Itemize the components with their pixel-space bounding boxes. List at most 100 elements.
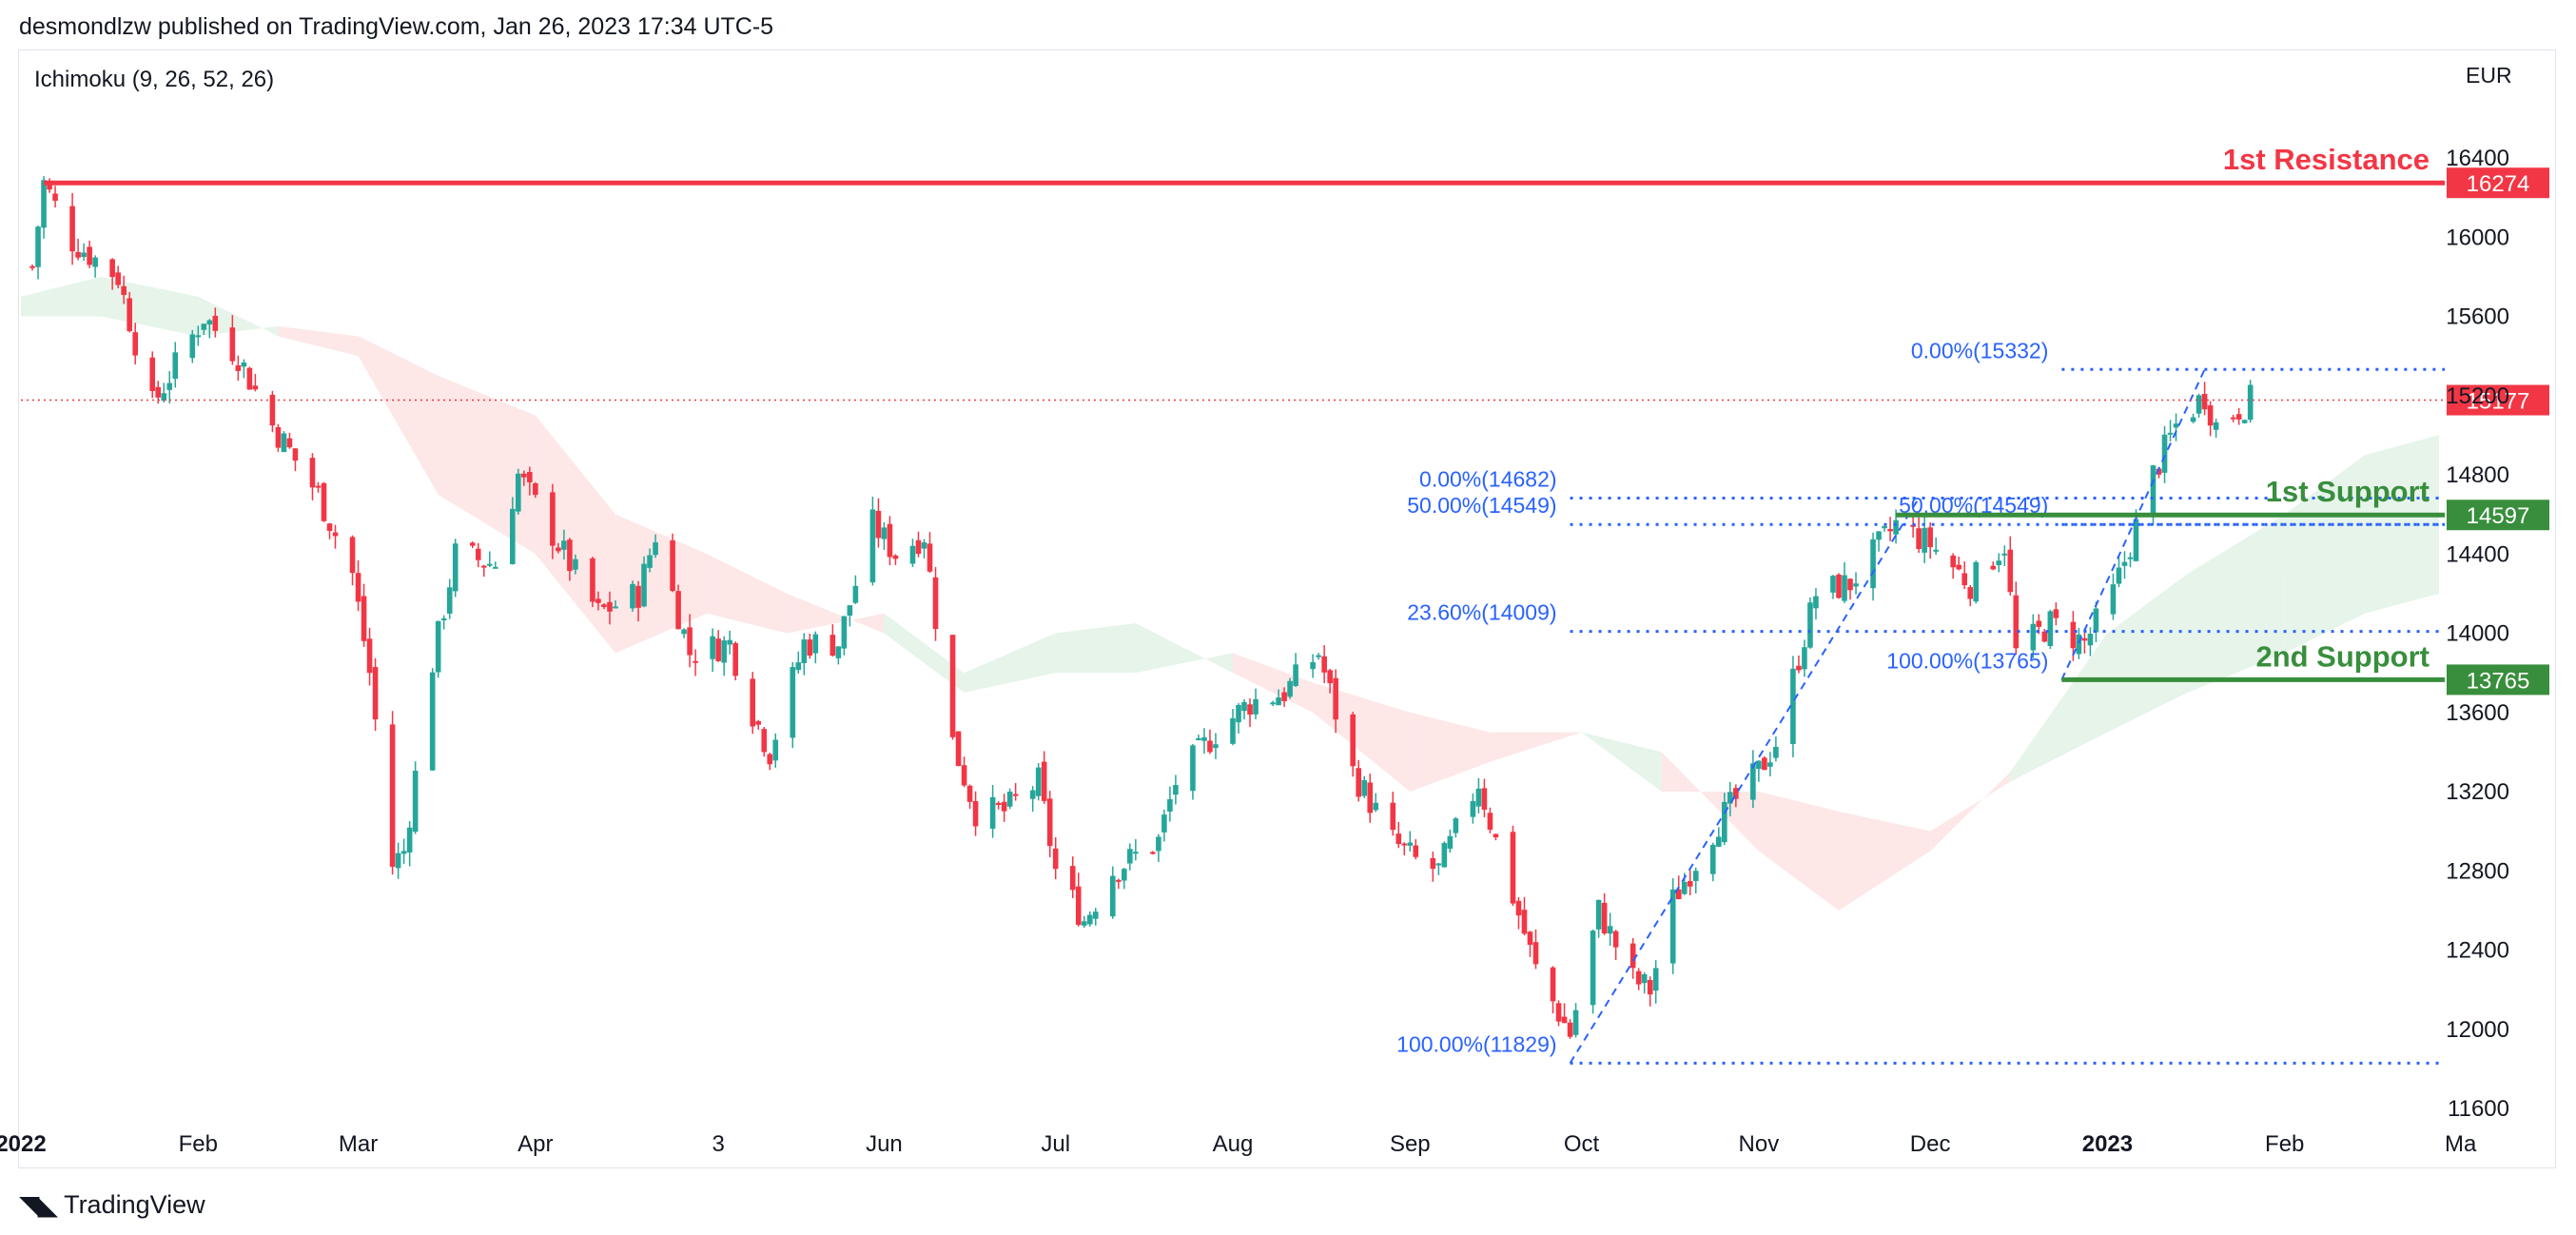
candle-body [710,636,715,659]
x-tick-label: 3 [712,1131,724,1157]
candle-body [246,367,253,390]
ichimoku-cloud-segment [278,325,359,357]
candle-body [2076,634,2082,655]
candle-body [521,473,527,478]
candle-body [35,226,41,267]
candle-body [1641,973,1648,984]
candle-body [1475,788,1482,807]
chart-frame[interactable] [18,49,2556,1168]
y-tick-label: 13200 [2446,779,2509,805]
candle-body [195,335,202,338]
candle-body [1361,779,1368,796]
candle-body [2110,584,2117,615]
candle-body [556,547,561,552]
fib-trendline[interactable] [2060,368,2206,680]
candle-body [2156,468,2162,475]
candle-body [966,785,973,802]
candle-body [1572,1010,1579,1035]
candle-body [2047,611,2054,647]
ichimoku-cloud-segment [1490,732,1582,762]
candle-body [635,585,641,608]
candle-body [1527,931,1533,945]
ichimoku-cloud-segment [438,375,536,555]
candle-body [281,433,287,453]
candle-body [2213,421,2219,430]
candle-body [389,724,396,867]
candle-body [161,393,167,402]
ichimoku-cloud-segment [1839,811,1931,911]
candle-body [1253,698,1259,715]
candle-body [2235,414,2242,420]
candle-body [1887,528,1893,532]
ichimoku-cloud-segment [1233,653,1314,713]
ichimoku-cloud-segment [964,633,1056,693]
fib-level-label: 50.00%(14549) [1407,493,1556,518]
fib-trendline[interactable] [1569,498,1920,1064]
candle-body [1647,979,1653,995]
candle-body [613,606,618,609]
candle-body [1321,656,1327,673]
candle-body [1390,802,1396,831]
candle-body [1961,573,1968,586]
candle-body [1213,744,1219,749]
candle-body [510,508,516,564]
candle-body [1236,704,1241,723]
candle-body [475,548,481,560]
candle-body [121,285,127,295]
candle-body [1773,746,1779,758]
candle-body [1973,561,1980,602]
candle-body [961,765,967,786]
candle-body [1173,785,1179,795]
candle-body [361,596,367,641]
candle-body [2247,384,2254,421]
candle-body [1630,943,1636,969]
candle-body [395,853,401,869]
candle-body [881,527,888,539]
candle-body [1241,701,1247,712]
candle-body [2036,620,2042,627]
candle-body [1035,767,1042,796]
candle-body [687,627,693,656]
candle-body [1612,931,1619,948]
candle-body [149,357,156,391]
candle-body [1161,814,1167,833]
candle-body [772,739,779,761]
x-tick-label: 2023 [2082,1131,2133,1157]
candle-body [446,587,453,614]
ichimoku-cloud-segment [1135,623,1233,674]
ichimoku-cloud-segment [1313,682,1411,792]
candle-body [693,660,698,663]
candle-body [2041,631,2048,642]
y-tick-label: 12000 [2446,1017,2509,1043]
candle-body [812,634,819,654]
candle-body [412,771,419,833]
candle-body [1069,866,1076,891]
candle-body [1967,587,1974,599]
candle-body [641,563,647,607]
candle-body [1281,692,1287,702]
candle-body [201,323,207,330]
candle-body [1635,970,1642,985]
candle-body [189,334,196,359]
indicator-legend[interactable]: Ichimoku (9, 26, 52, 26) [34,67,275,92]
candle-body [81,252,87,258]
candle-body [1515,900,1522,916]
candle-body [892,555,899,559]
candle-body [841,616,848,649]
candle-body [1836,574,1842,598]
candle-body [2070,621,2077,649]
candle-body [166,382,173,390]
candle-body [1122,869,1127,881]
candle-body [1733,788,1739,799]
footer-brand[interactable]: ◥◣ TradingView [19,1189,205,1221]
candle-body [1196,737,1201,740]
current-price-badge [2447,384,2549,416]
candle-body [1373,802,1379,811]
candle-body [2161,434,2168,473]
candle-body [721,640,727,663]
candle-body [915,539,922,555]
candle-body [292,448,299,461]
x-tick-label: Ma [2445,1131,2477,1157]
candle-body [1847,578,1853,591]
